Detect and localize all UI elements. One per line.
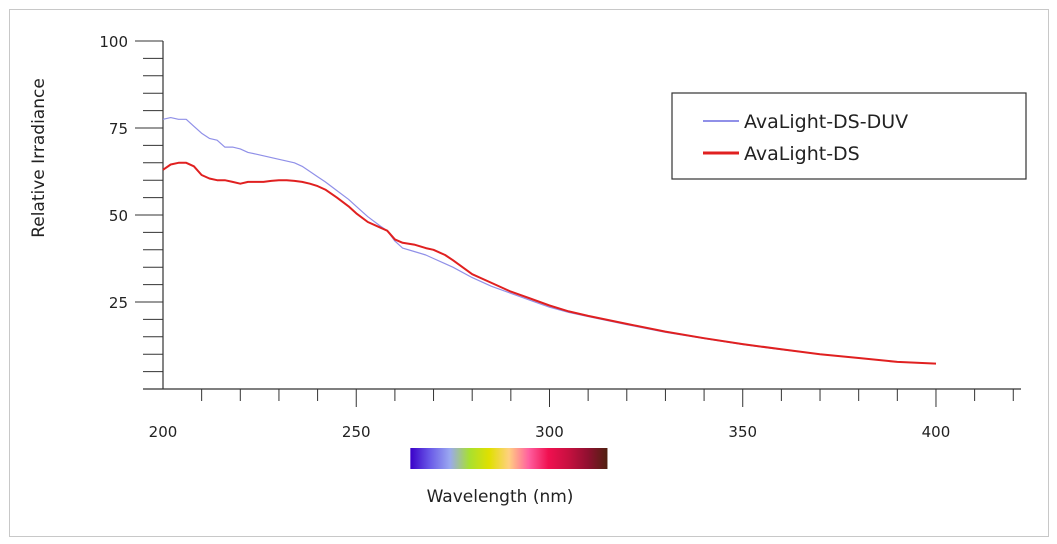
y-tick-label: 100 [99, 33, 128, 51]
chart-frame: 25 50 75 100 200 250 300 350 400 Relative Irrad… [9, 9, 1049, 537]
x-axis-label: Wavelength (nm) [427, 487, 574, 507]
y-tick-label: 75 [109, 120, 128, 138]
series-layer [162, 116, 937, 365]
irradiance-chart: 25 50 75 100 200 250 300 350 400 Relative Irrad… [29, 33, 1027, 507]
legend-label-duv: AvaLight-DS-DUV [744, 111, 908, 133]
series-line-ds [162, 161, 937, 365]
y-tick-label: 25 [109, 294, 128, 312]
x-tick-label: 350 [728, 423, 757, 441]
spectrum-bar [410, 448, 608, 469]
x-tick-label: 200 [149, 423, 178, 441]
legend-box [671, 92, 1027, 180]
legend-label-ds: AvaLight-DS [744, 143, 860, 165]
x-tick-label: 250 [342, 423, 371, 441]
x-tick-label: 400 [922, 423, 951, 441]
spectrum-gradient [410, 448, 608, 469]
y-ticks: 25 50 75 100 [99, 33, 163, 373]
x-tick-label: 300 [535, 423, 564, 441]
legend: AvaLight-DS-DUV AvaLight-DS [671, 92, 1027, 180]
x-ticks: 200 250 300 350 400 [149, 389, 1014, 441]
y-axis-label: Relative Irradiance [29, 78, 49, 238]
y-tick-label: 50 [109, 207, 128, 225]
